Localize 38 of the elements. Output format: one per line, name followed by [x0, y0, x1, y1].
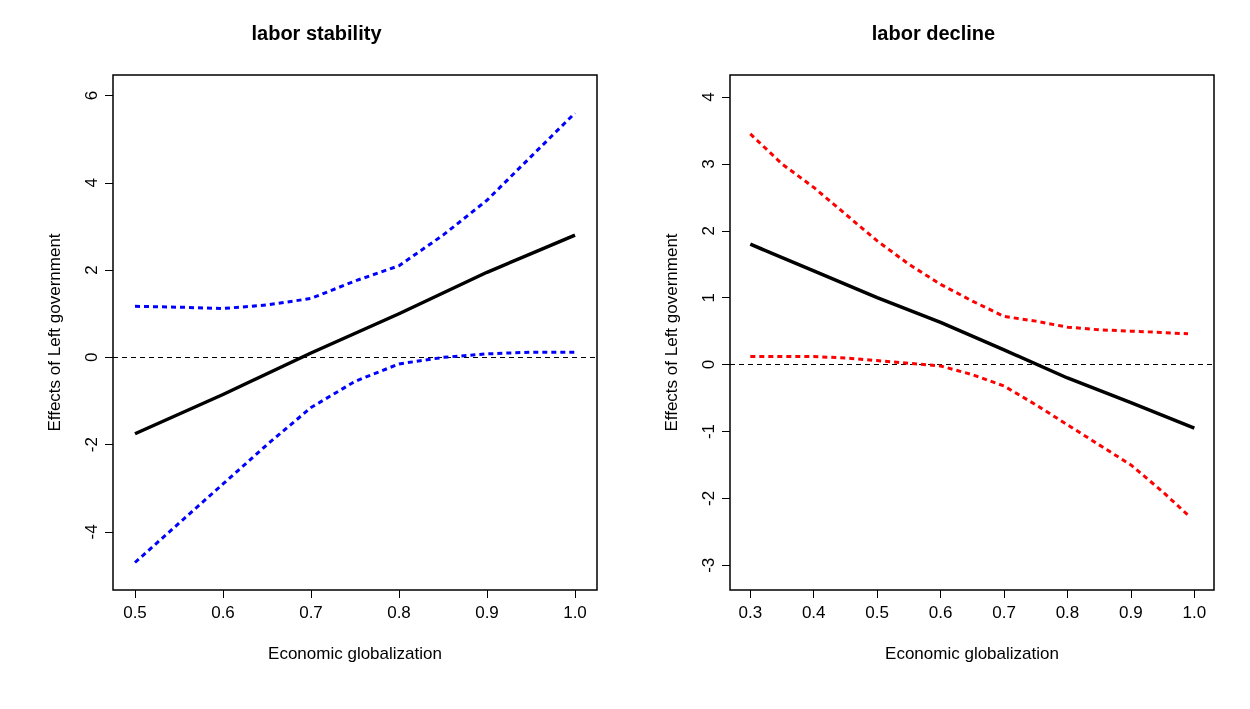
y-tick-label: -3	[698, 557, 718, 573]
x-tick-label: 0.5	[865, 603, 889, 622]
y-tick-label: 4	[81, 178, 101, 188]
y-tick-label: 0	[81, 352, 101, 363]
chart-title: labor stability	[251, 22, 383, 44]
x-tick-label: 0.9	[1119, 603, 1143, 622]
line-series	[748, 132, 1190, 336]
chart-title: labor decline	[871, 22, 996, 44]
x-tick-label: 0.8	[387, 603, 411, 622]
y-tick-label: -1	[698, 423, 718, 440]
y-tick-label: -4	[81, 524, 101, 540]
line-series	[133, 350, 577, 564]
x-tick-label: 0.5	[123, 603, 147, 622]
y-axis-title: Effects of Left government	[662, 233, 681, 432]
line-series	[748, 355, 1190, 517]
y-tick-label: 3	[698, 159, 718, 169]
x-tick-label: 0.6	[928, 603, 953, 622]
y-tick-label: -2	[81, 437, 101, 453]
y-tick-label: 4	[698, 92, 718, 102]
x-tick-label: 0.7	[992, 603, 1016, 622]
y-tick-label: 2	[698, 226, 718, 236]
x-tick-label: 1.0	[1182, 603, 1207, 622]
y-tick-label: 0	[698, 359, 718, 370]
x-tick-label: 0.3	[738, 603, 763, 622]
x-tick-label: 0.7	[299, 603, 323, 622]
y-tick-label: 1	[698, 292, 718, 303]
y-tick-label: -2	[698, 490, 718, 506]
x-tick-label: 1.0	[563, 603, 587, 622]
line-series	[133, 111, 577, 310]
x-axis-title: Economic globalization	[885, 644, 1059, 663]
x-tick-label: 0.4	[801, 603, 826, 622]
y-tick-label: 2	[81, 265, 101, 275]
x-tick-label: 0.8	[1055, 603, 1080, 622]
x-tick-label: 0.6	[211, 603, 235, 622]
y-tick-label: 6	[81, 90, 101, 101]
y-axis-title: Effects of Left government	[45, 233, 64, 432]
x-tick-label: 0.9	[475, 603, 499, 622]
x-axis-title: Economic globalization	[268, 644, 442, 663]
